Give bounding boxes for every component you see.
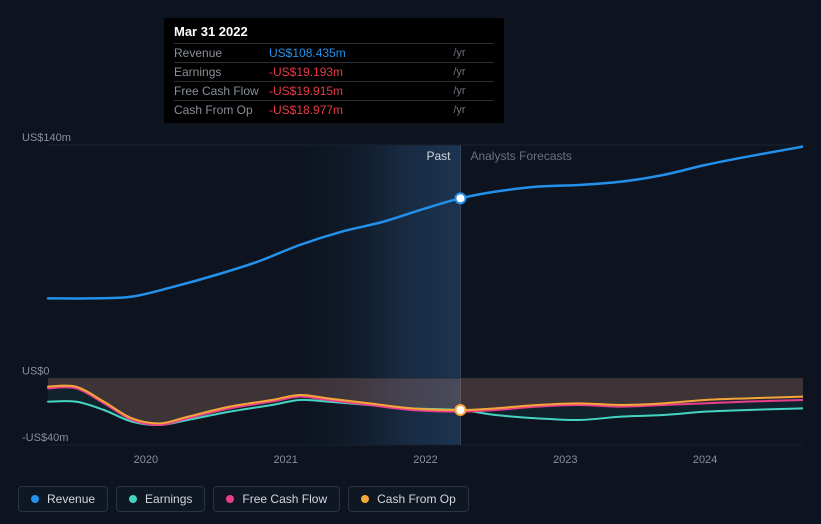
legend-dot-icon xyxy=(226,495,234,503)
legend-item-earnings[interactable]: Earnings xyxy=(116,486,205,512)
legend-dot-icon xyxy=(361,495,369,503)
y-axis-label: -US$40m xyxy=(22,432,68,444)
tooltip-row: Earnings-US$19.193m/yr xyxy=(174,63,494,82)
legend-dot-icon xyxy=(129,495,137,503)
tooltip-row-value: -US$18.977m xyxy=(269,101,453,120)
tooltip-title: Mar 31 2022 xyxy=(174,24,494,43)
legend-label: Cash From Op xyxy=(377,492,456,506)
tooltip-row-unit: /yr xyxy=(453,44,494,63)
tooltip-row-value: -US$19.915m xyxy=(269,82,453,101)
legend: Revenue Earnings Free Cash Flow Cash From O… xyxy=(18,486,469,512)
tooltip-row-label: Free Cash Flow xyxy=(174,82,269,101)
forecast-label: Analysts Forecasts xyxy=(470,149,571,163)
tooltip-row-label: Earnings xyxy=(174,63,269,82)
tooltip-row-value: -US$19.193m xyxy=(269,63,453,82)
x-axis-label: 2021 xyxy=(273,454,297,466)
tooltip-row-value: US$108.435m xyxy=(269,44,453,63)
tooltip-row-unit: /yr xyxy=(453,63,494,82)
x-axis-label: 2022 xyxy=(413,454,437,466)
legend-label: Earnings xyxy=(145,492,192,506)
legend-dot-icon xyxy=(31,495,39,503)
tooltip-row: Free Cash Flow-US$19.915m/yr xyxy=(174,82,494,101)
tooltip-row-label: Cash From Op xyxy=(174,101,269,120)
line-chart: US$140m US$0 -US$40m 2020 2021 2022 2023 2024 Pa… xyxy=(18,125,803,480)
tooltip-table: RevenueUS$108.435m/yrEarnings-US$19.193m… xyxy=(174,43,494,119)
tooltip-row: RevenueUS$108.435m/yr xyxy=(174,44,494,63)
y-axis-label: US$0 xyxy=(22,365,50,377)
x-axis-label: 2023 xyxy=(553,454,577,466)
y-axis-label: US$140m xyxy=(22,132,71,144)
x-axis-label: 2020 xyxy=(134,454,158,466)
legend-item-fcf[interactable]: Free Cash Flow xyxy=(213,486,340,512)
legend-item-cfo[interactable]: Cash From Op xyxy=(348,486,469,512)
tooltip-row-unit: /yr xyxy=(453,82,494,101)
tooltip-row-label: Revenue xyxy=(174,44,269,63)
tooltip-row: Cash From Op-US$18.977m/yr xyxy=(174,101,494,120)
legend-label: Free Cash Flow xyxy=(242,492,327,506)
x-axis-label: 2024 xyxy=(693,454,717,466)
tooltip-row-unit: /yr xyxy=(453,101,494,120)
legend-item-revenue[interactable]: Revenue xyxy=(18,486,108,512)
legend-label: Revenue xyxy=(47,492,95,506)
chart-area: US$140m US$0 -US$40m 2020 2021 2022 2023 2024 Pa… xyxy=(18,125,803,480)
past-label: Past xyxy=(426,149,451,163)
chart-tooltip: Mar 31 2022 RevenueUS$108.435m/yrEarning… xyxy=(164,18,504,123)
